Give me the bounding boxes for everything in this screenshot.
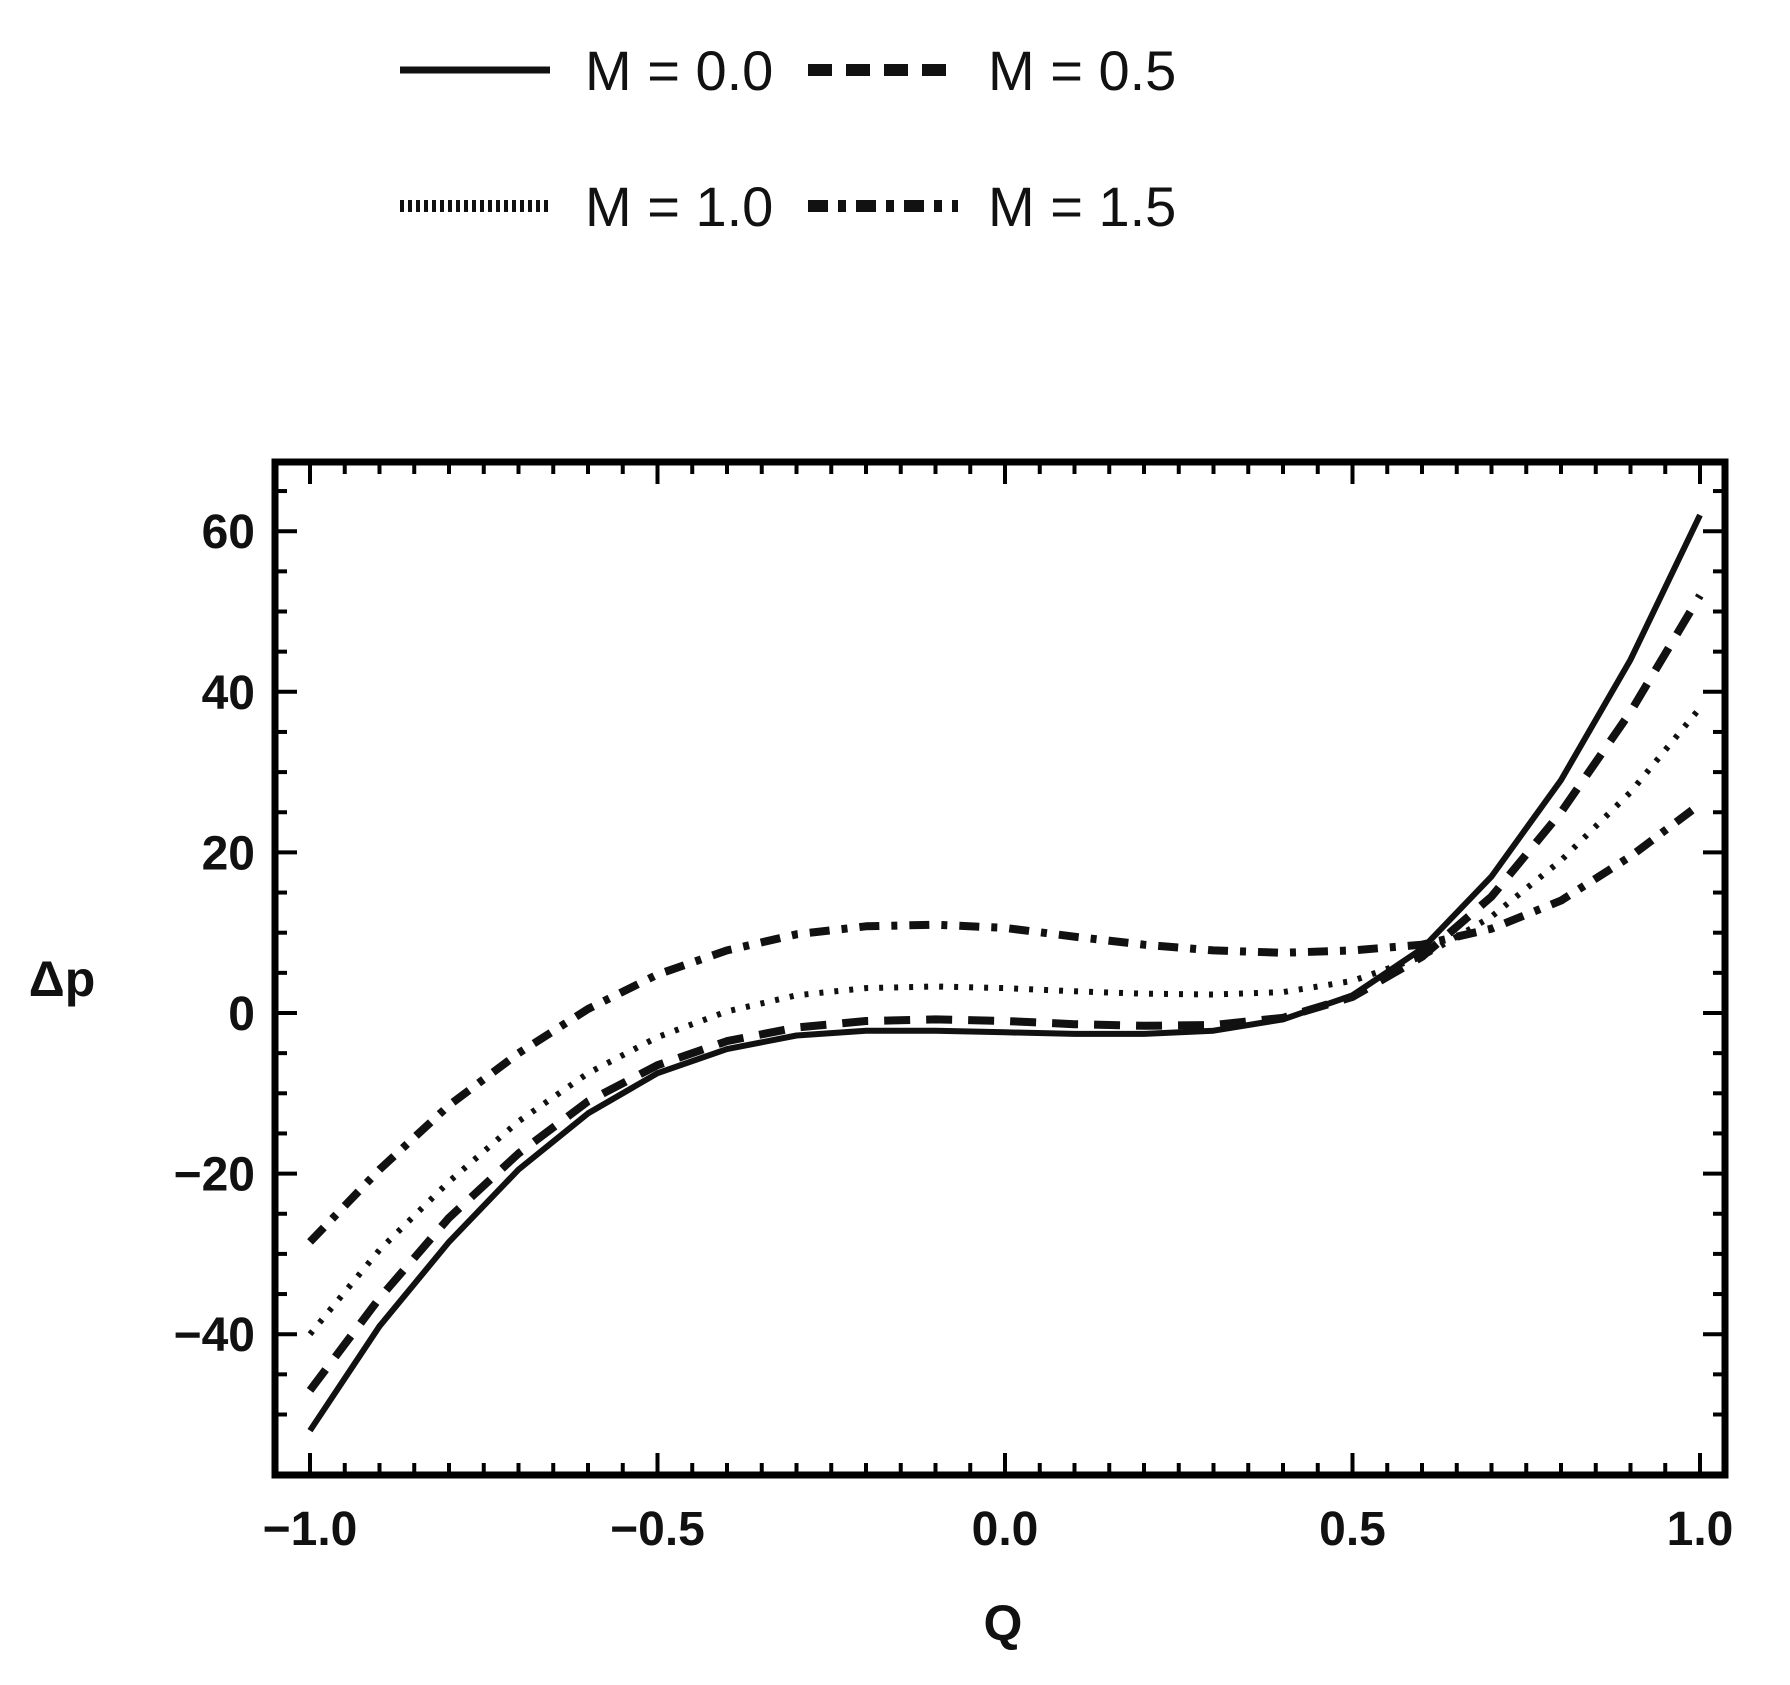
y-tick-label: −40 (174, 1309, 255, 1362)
x-tick-label: −0.5 (610, 1503, 705, 1556)
plot-frame (271, 458, 1729, 1479)
legend-label-1: M = 0.5 (988, 39, 1176, 102)
y-tick-label: 20 (202, 827, 255, 880)
x-tick-label: 0.0 (972, 1503, 1039, 1556)
x-tick-label: 1.0 (1667, 1503, 1734, 1556)
y-tick-label: −20 (174, 1149, 255, 1202)
y-tick-label: 0 (228, 988, 255, 1041)
plot-area: −1.0 −0.5 0.0 0.5 1.0 −40 −20 0 20 40 60 Q Δp (29, 458, 1734, 1651)
y-tick-label: 60 (202, 506, 255, 559)
legend-label-2: M = 1.0 (585, 175, 773, 238)
series-line-0 (307, 513, 1703, 1433)
legend-label-3: M = 1.5 (988, 175, 1176, 238)
legend-label-0: M = 0.0 (585, 39, 773, 102)
x-tick-label: 0.5 (1319, 1503, 1386, 1556)
legend: M = 0.0 M = 0.5 M = 1.0 M = 1.5 (400, 39, 1176, 238)
x-axis-label: Q (984, 1595, 1023, 1651)
series-line-1 (306, 593, 1704, 1393)
y-axis-label: Δp (29, 951, 95, 1007)
series-line-3 (307, 801, 1703, 1245)
series-line-2 (307, 705, 1703, 1337)
y-tick-label: 40 (202, 667, 255, 720)
axis-ticks (275, 462, 1725, 1475)
x-tick-label: −1.0 (263, 1503, 358, 1556)
